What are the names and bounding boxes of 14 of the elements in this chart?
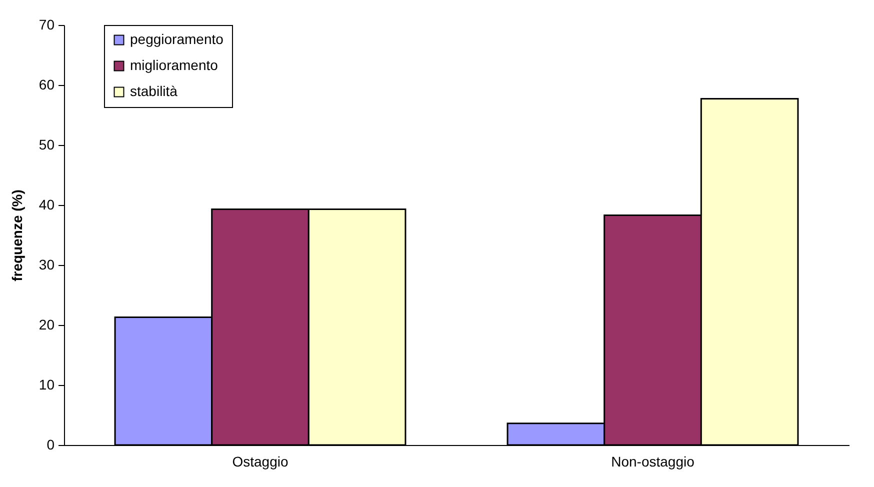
y-tick-label: 50 bbox=[38, 136, 55, 152]
y-tick-label: 70 bbox=[38, 16, 55, 32]
y-tick-label: 0 bbox=[46, 436, 55, 452]
y-tick-label: 60 bbox=[38, 76, 55, 92]
y-tick-label: 20 bbox=[38, 316, 55, 332]
y-tick-label: 30 bbox=[38, 256, 55, 272]
y-tick-label: 10 bbox=[38, 376, 55, 392]
y-axis-title: frequenze (%) bbox=[8, 190, 25, 282]
legend-label: miglioramento bbox=[130, 57, 218, 73]
x-tick-label: Non-ostaggio bbox=[611, 454, 695, 470]
legend-label: peggioramento bbox=[130, 31, 224, 47]
legend-label: stabilità bbox=[130, 83, 178, 99]
x-tick-label: Ostaggio bbox=[232, 454, 288, 470]
y-tick-label: 40 bbox=[38, 196, 55, 212]
